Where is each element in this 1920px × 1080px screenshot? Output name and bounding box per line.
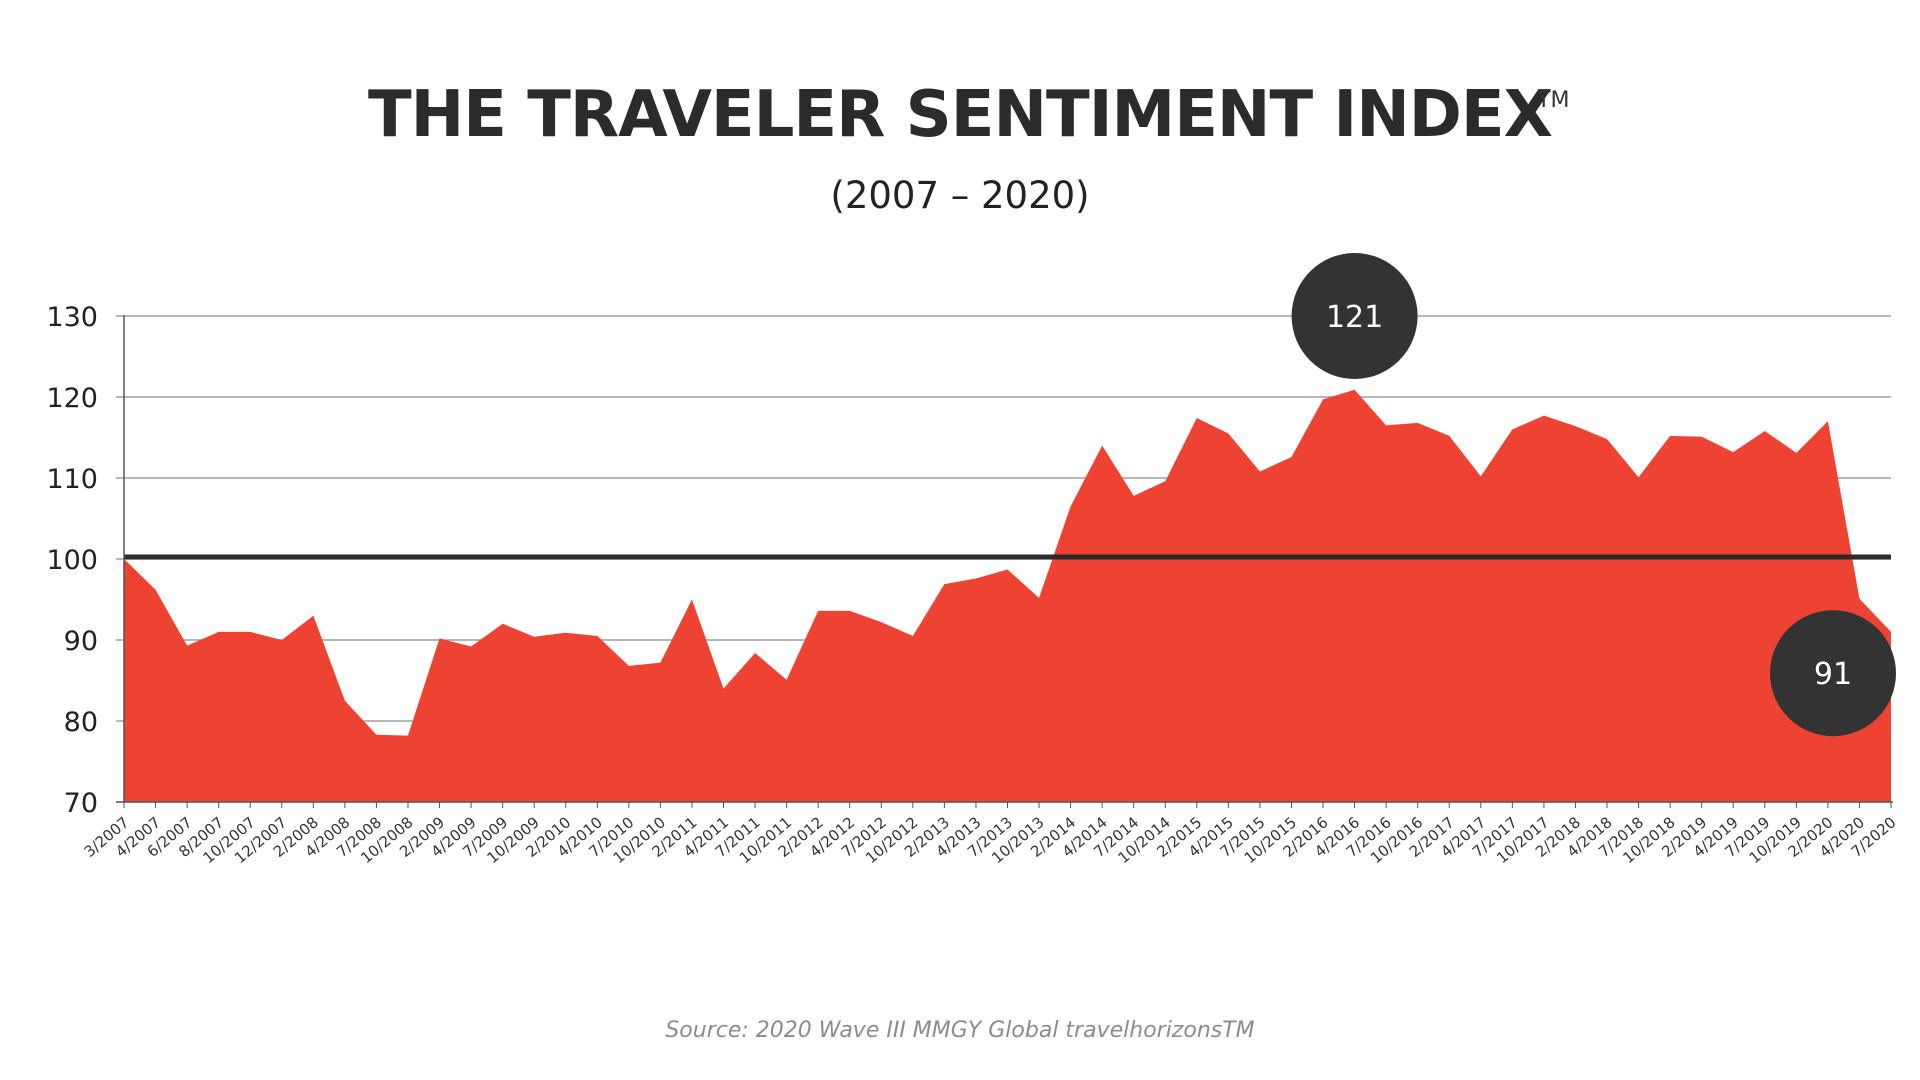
data-point bbox=[406, 734, 410, 738]
data-point bbox=[1731, 450, 1735, 454]
data-point bbox=[1510, 427, 1514, 431]
data-point bbox=[1416, 421, 1420, 425]
data-point bbox=[1258, 470, 1262, 474]
data-point bbox=[1100, 444, 1104, 448]
data-point bbox=[1069, 504, 1073, 508]
data-point bbox=[311, 614, 315, 618]
trademark-mark: TM bbox=[1537, 88, 1570, 113]
data-point bbox=[1542, 414, 1546, 418]
value-callout-circle bbox=[1291, 253, 1418, 379]
chart-title: THE TRAVELER SENTIMENT INDEX bbox=[368, 78, 1553, 152]
data-point bbox=[1037, 596, 1041, 600]
data-point bbox=[1447, 434, 1451, 438]
data-point bbox=[343, 699, 347, 703]
data-point bbox=[1889, 630, 1893, 634]
data-point bbox=[501, 622, 505, 626]
data-point bbox=[1479, 474, 1483, 478]
data-point bbox=[1573, 424, 1577, 428]
data-point bbox=[564, 631, 568, 635]
value-callout-circle bbox=[1770, 610, 1896, 737]
source-note: Source: 2020 Wave III MMGY Global travel… bbox=[665, 1018, 1255, 1043]
value-callout-label: 91 bbox=[1814, 657, 1852, 692]
data-point bbox=[280, 638, 284, 642]
data-point bbox=[438, 636, 442, 640]
data-point bbox=[942, 582, 946, 586]
data-point bbox=[248, 630, 252, 634]
area-series bbox=[124, 388, 1893, 802]
chart-subtitle: (2007 – 2020) bbox=[830, 174, 1090, 217]
x-tick-labels: 3/20074/20076/20078/200710/200712/20072/… bbox=[81, 813, 1900, 867]
data-point bbox=[1826, 419, 1830, 423]
data-point bbox=[1006, 568, 1010, 572]
data-point bbox=[1605, 437, 1609, 441]
callouts: 121 91 bbox=[1291, 253, 1896, 737]
y-tick-label: 80 bbox=[64, 707, 98, 738]
data-point bbox=[627, 664, 631, 668]
axes bbox=[116, 315, 1893, 808]
data-point bbox=[1857, 597, 1861, 601]
sentiment-area bbox=[124, 389, 1891, 802]
data-point bbox=[154, 588, 158, 592]
data-point bbox=[974, 576, 978, 580]
data-point bbox=[1353, 388, 1357, 392]
data-point bbox=[1195, 416, 1199, 420]
data-point bbox=[879, 620, 883, 624]
data-point bbox=[185, 644, 189, 648]
data-point bbox=[753, 651, 757, 655]
data-point bbox=[1289, 455, 1293, 459]
data-point bbox=[816, 609, 820, 613]
data-point bbox=[658, 661, 662, 665]
value-callout-label: 121 bbox=[1326, 300, 1383, 335]
data-point bbox=[1226, 431, 1230, 435]
data-point bbox=[785, 678, 789, 682]
y-tick-label: 120 bbox=[46, 383, 98, 414]
y-tick-label: 130 bbox=[46, 302, 98, 333]
data-point bbox=[1163, 479, 1167, 483]
data-point bbox=[595, 634, 599, 638]
y-tick-labels: 130 120 110 100 90 80 70 bbox=[46, 302, 98, 819]
y-tick-label: 100 bbox=[46, 545, 98, 576]
data-point bbox=[722, 687, 726, 691]
data-point bbox=[1637, 475, 1641, 479]
data-point bbox=[1132, 494, 1136, 498]
y-tick-label: 70 bbox=[64, 788, 98, 819]
data-point bbox=[911, 634, 915, 638]
data-point bbox=[469, 644, 473, 648]
data-point bbox=[690, 598, 694, 602]
data-point bbox=[1384, 423, 1388, 427]
data-point bbox=[374, 733, 378, 737]
data-point bbox=[848, 609, 852, 613]
y-tick-label: 110 bbox=[46, 464, 98, 495]
data-point bbox=[1668, 434, 1672, 438]
data-point bbox=[1763, 429, 1767, 433]
data-point bbox=[1700, 435, 1704, 439]
data-point bbox=[217, 630, 221, 634]
data-point bbox=[532, 635, 536, 639]
y-tick-label: 90 bbox=[64, 626, 98, 657]
data-point bbox=[1794, 451, 1798, 455]
data-point bbox=[1321, 397, 1325, 401]
